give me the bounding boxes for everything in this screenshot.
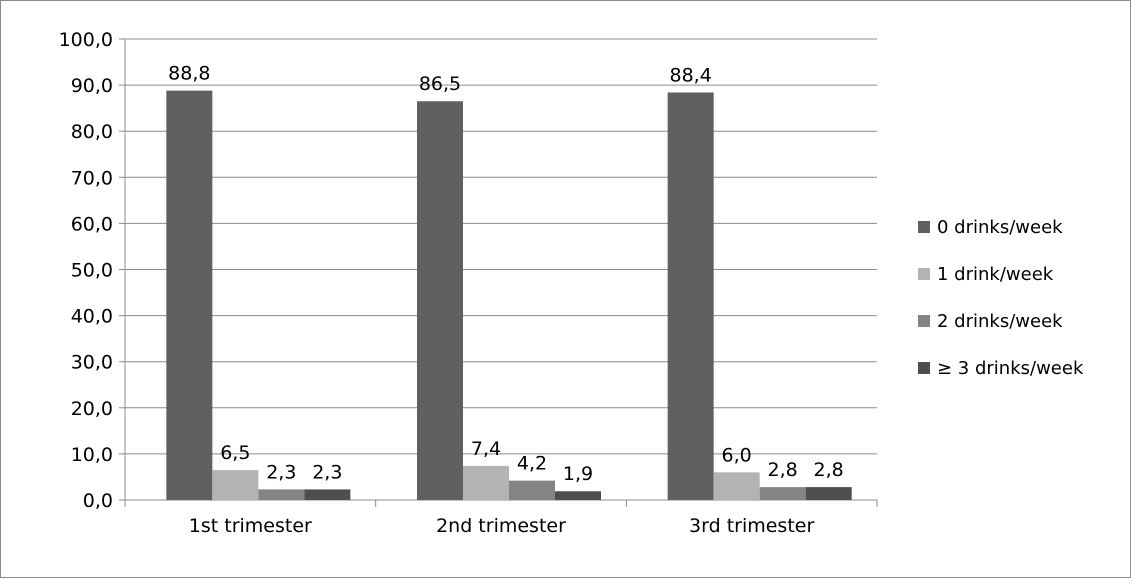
- data-label: 2,8: [814, 459, 844, 481]
- data-label: 88,4: [670, 64, 712, 86]
- data-label: 4,2: [517, 453, 547, 475]
- legend-entry: ≥ 3 drinks/week: [937, 358, 1084, 379]
- bar: [258, 489, 305, 500]
- bar: [805, 487, 852, 500]
- legend-swatch: [918, 315, 930, 327]
- data-label: 6,5: [220, 442, 250, 464]
- legend: 0 drinks/week 1 drink/week 2 drinks/week ≥ …: [918, 217, 1084, 379]
- legend-swatch: [918, 268, 930, 280]
- x-tick-label: 3rd trimester: [689, 515, 814, 537]
- data-label: 86,5: [419, 73, 461, 95]
- y-tick-label: 20,0: [71, 398, 113, 420]
- data-label: 2,3: [266, 461, 296, 483]
- legend-swatch: [918, 221, 930, 233]
- y-tick-label: 60,0: [71, 213, 113, 235]
- legend-entry: 0 drinks/week: [937, 217, 1063, 238]
- data-label: 6,0: [722, 444, 752, 466]
- data-label: 7,4: [471, 438, 501, 460]
- y-tick-label: 30,0: [71, 352, 113, 374]
- y-tick-label: 40,0: [71, 306, 113, 328]
- bar: [166, 90, 213, 500]
- y-tick-label: 90,0: [71, 75, 113, 97]
- data-label: 88,8: [168, 63, 210, 85]
- y-tick-label: 70,0: [71, 167, 113, 189]
- y-tick-label: 50,0: [71, 260, 113, 282]
- y-tick-label: 100,0: [59, 29, 113, 51]
- value-labels: 88,8 6,5 2,3 2,3 86,5 7,4 4,2 1,9 88,4 6,0 2,8 2,8: [168, 63, 844, 486]
- bar: [463, 465, 509, 500]
- bar: [759, 487, 806, 500]
- y-tick-label: 0,0: [83, 490, 113, 512]
- bar: [212, 470, 259, 500]
- gridlines: [125, 38, 877, 455]
- bar: [555, 491, 601, 500]
- bar: [509, 480, 555, 500]
- bar: [713, 472, 760, 500]
- data-label: 1,9: [563, 463, 593, 485]
- x-tick-label: 1st trimester: [189, 515, 312, 537]
- x-tick-label: 2nd trimester: [436, 515, 566, 537]
- legend-swatch: [918, 362, 930, 374]
- y-tick-label: 10,0: [71, 444, 113, 466]
- bar: [417, 101, 463, 501]
- data-label: 2,3: [312, 461, 342, 483]
- y-tick-label: 80,0: [71, 121, 113, 143]
- bars: [166, 90, 852, 501]
- bar: [667, 92, 714, 500]
- legend-entry: 1 drink/week: [937, 264, 1054, 285]
- legend-entry: 2 drinks/week: [937, 311, 1063, 332]
- data-label: 2,8: [768, 459, 798, 481]
- bar: [304, 489, 351, 500]
